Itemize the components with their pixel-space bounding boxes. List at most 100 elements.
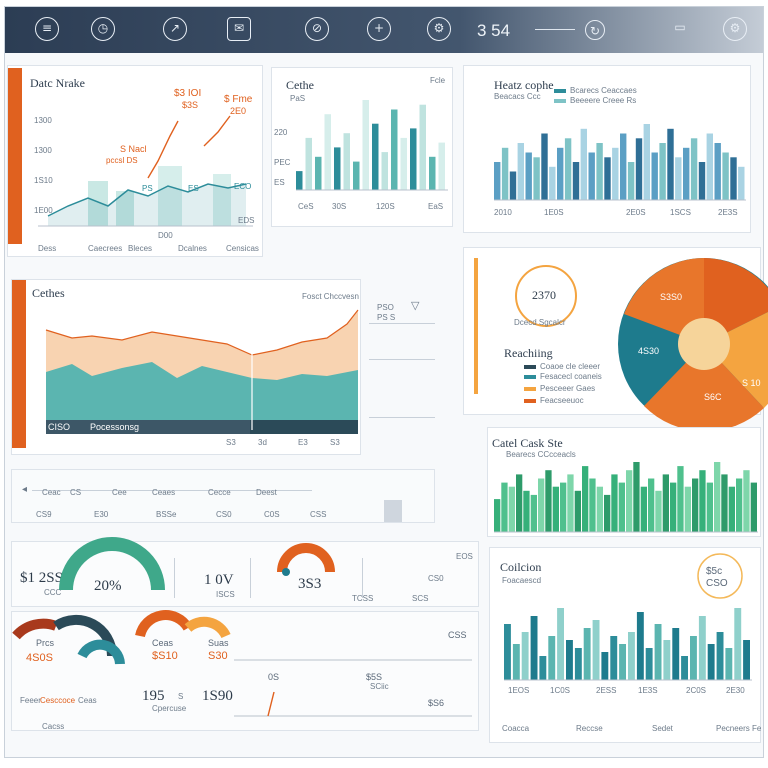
bar <box>699 470 706 532</box>
legend-item: Pecneers Fe <box>716 724 762 733</box>
bar <box>750 482 757 532</box>
x-tick: S3 <box>226 438 236 447</box>
chart-icon[interactable]: ↗ <box>163 17 187 41</box>
bar <box>604 157 611 201</box>
corner-label: EOS <box>456 552 473 561</box>
y-tick: 220 <box>274 128 288 137</box>
timeline-value: CSS <box>310 510 327 519</box>
legend-item: Ceac <box>42 488 61 497</box>
bar <box>557 608 564 680</box>
refresh-icon[interactable]: ↻ <box>585 20 605 40</box>
bar <box>690 636 697 680</box>
bar <box>620 133 627 200</box>
plus-icon[interactable]: + <box>367 17 391 41</box>
bar <box>494 162 501 200</box>
bar <box>305 137 312 190</box>
bar <box>659 143 666 200</box>
bar <box>596 143 603 200</box>
line-series-1 <box>45 309 359 356</box>
bar <box>743 470 750 532</box>
x-tick: 2E3S <box>718 208 738 217</box>
corner-label: CSS <box>448 630 467 640</box>
legend-item: Coacca <box>502 724 530 733</box>
bar <box>663 640 671 680</box>
bar <box>648 478 655 532</box>
bar <box>738 166 745 201</box>
line-bar-plot <box>38 115 253 227</box>
bar <box>601 652 609 680</box>
bar <box>525 152 532 200</box>
bar <box>324 114 331 190</box>
scroll-handle[interactable] <box>384 500 402 522</box>
gauge-arc <box>77 639 125 665</box>
bar <box>548 636 556 680</box>
bar <box>690 138 698 201</box>
gauges-plot <box>12 610 472 717</box>
filter-icon[interactable]: ▽ <box>411 300 420 312</box>
series-area <box>48 184 246 226</box>
x-tick: 1C0S <box>550 686 571 695</box>
gauge-arc <box>277 543 335 573</box>
settings-icon[interactable]: ⚙ <box>723 17 747 41</box>
bar <box>734 608 742 680</box>
bar <box>574 490 581 532</box>
bar <box>572 162 580 200</box>
kpi-value: $1 2SS <box>20 570 63 586</box>
chevron-left-icon[interactable]: ◂ <box>22 484 28 495</box>
bar <box>538 478 545 532</box>
gear-icon[interactable]: ⚙ <box>427 17 451 41</box>
tag-icon[interactable]: ⊘ <box>305 17 329 41</box>
x-tick: 120S <box>376 202 395 211</box>
timeline-axis <box>32 490 312 491</box>
timeline-value: C0S <box>264 510 280 519</box>
x-tick: 2E30 <box>726 686 745 695</box>
kpi-gauges <box>59 537 335 591</box>
list-icon[interactable]: ≡ <box>35 17 59 41</box>
annotation-line <box>203 115 231 147</box>
legend-item: Caecrees <box>88 244 123 253</box>
y-tick: 1S10 <box>34 176 53 185</box>
bar <box>681 656 688 680</box>
bar-plot-c <box>494 124 746 201</box>
legend-item: Ceaes <box>152 488 176 497</box>
bar <box>592 620 600 680</box>
bar <box>334 147 341 190</box>
bar-plot-b <box>296 100 448 191</box>
x-tick: 1EOS <box>508 686 530 695</box>
timeline-value: E30 <box>94 510 109 519</box>
footer-label: Pocessonsg <box>90 422 140 432</box>
annotation: $ Fme <box>224 94 253 105</box>
timeline-value: BSSe <box>156 510 177 519</box>
bar <box>557 147 564 201</box>
kpi-sub: S <box>178 692 184 701</box>
legend-item: Bcarecs Ceaccaes <box>570 86 637 95</box>
bar <box>504 624 511 680</box>
bar <box>684 486 691 532</box>
timeline-value: $5S <box>366 672 383 682</box>
bar <box>552 486 559 532</box>
message-icon[interactable]: ✉ <box>227 17 251 41</box>
gauge-arc <box>135 610 193 638</box>
timeline-value: CS0 <box>216 510 232 519</box>
gauge-ring <box>515 265 577 327</box>
legend-item: Dess <box>38 244 57 253</box>
badge-sub: CSO <box>706 578 728 589</box>
y-tick: PEC <box>274 158 291 167</box>
legend-item: Feeer <box>20 696 41 705</box>
panel-title: Coilcion <box>500 560 542 574</box>
y-tick: 1300 <box>34 146 52 155</box>
bar <box>582 466 589 532</box>
kpi-sub: Cpercuse <box>152 704 187 713</box>
legend-item: Dcalnes <box>178 244 207 253</box>
window-icon[interactable]: ▭ <box>674 20 686 34</box>
kpi-value: 195 <box>142 688 165 704</box>
kpi-sub: ISCS <box>216 590 235 599</box>
accent-stripe <box>8 68 22 244</box>
bar <box>619 644 626 680</box>
clock-icon[interactable]: ◷ <box>91 17 115 41</box>
kpi-sub: TCSS <box>352 594 374 603</box>
legend-item: Censicas <box>226 244 259 253</box>
bar <box>523 490 530 532</box>
panel-teal-bar-chart: Coilcion Foacaescd $5c CSO 1EOS 1C0S 2ES… <box>489 547 761 743</box>
bar <box>651 152 658 200</box>
